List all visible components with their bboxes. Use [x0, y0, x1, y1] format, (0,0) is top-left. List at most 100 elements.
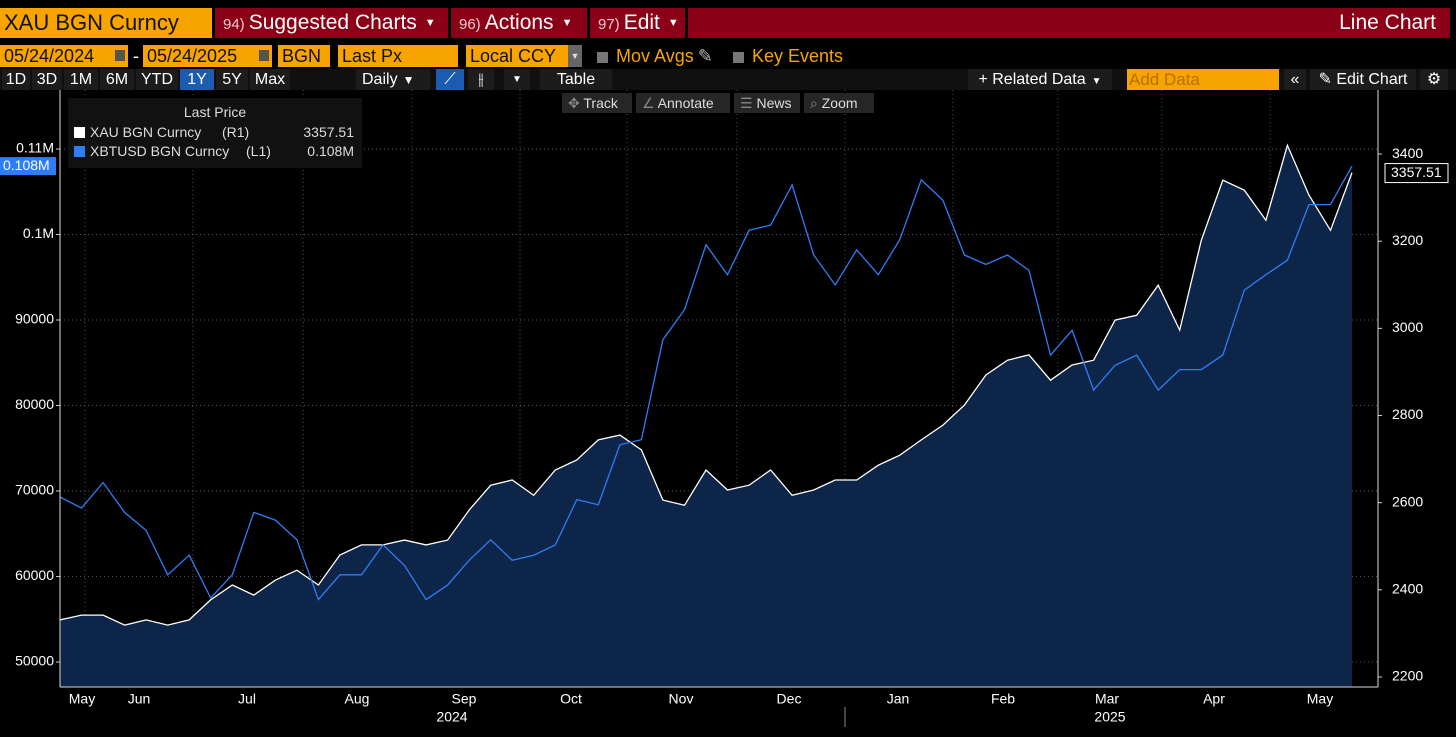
related-data-button[interactable]: + Related Data ▼ — [968, 69, 1112, 90]
x-tick-label: Sep — [452, 691, 477, 707]
legend-value: 0.108M — [307, 143, 354, 159]
legend-axis-tag: (R1) — [222, 124, 250, 140]
menu-code: 94) — [223, 16, 245, 33]
add-data-input[interactable]: Add Data — [1127, 69, 1279, 90]
menu-code: 96) — [459, 16, 481, 33]
plus-icon: + — [978, 71, 993, 88]
collapse-button[interactable]: « — [1284, 69, 1306, 90]
x-tick-label: Apr — [1203, 691, 1225, 707]
caret: ▼ — [424, 17, 436, 30]
legend-name: XBTUSD BGN Curncy — [90, 143, 230, 159]
chart-tool-button[interactable]: ✥ Track — [562, 93, 632, 113]
x-tick-label: Jan — [887, 691, 910, 707]
y2-tick-label: 2800 — [1392, 406, 1423, 422]
chart-type-dropdown[interactable]: ▼ — [504, 69, 530, 90]
menu-actions[interactable]: 96) Actions ▼ — [451, 8, 587, 38]
menu-label: Suggested Charts — [248, 11, 417, 34]
tool-icon: ☰ — [740, 95, 757, 111]
edit-chart-label: Edit Chart — [1336, 71, 1408, 88]
frequency-button[interactable]: Daily ▼ — [356, 69, 430, 90]
y2-tick-label: 3000 — [1392, 319, 1423, 335]
x-tick-label: Dec — [777, 691, 802, 707]
period-button[interactable]: 1Y — [180, 69, 214, 90]
y-tick-label: 0.11M — [16, 140, 54, 156]
x-tick-label: May — [1307, 691, 1333, 707]
frequency-label: Daily — [362, 71, 398, 88]
period-button[interactable]: Max — [250, 69, 290, 90]
edit-chart-button[interactable]: ✎ Edit Chart — [1310, 69, 1416, 90]
date-dash: - — [133, 46, 139, 66]
tool-label: Track — [583, 95, 618, 111]
series-area — [60, 145, 1352, 688]
x-tick-label: Oct — [560, 691, 582, 707]
end-date[interactable]: 05/24/2025 — [143, 45, 272, 67]
last-value-label: 0.108M — [3, 157, 50, 173]
legend-swatch — [74, 127, 85, 138]
caret: ▼ — [1091, 76, 1102, 87]
related-label: Related Data — [992, 71, 1086, 88]
pencil-icon: ✎ — [1318, 71, 1337, 88]
last-value-label: 3357.51 — [1391, 164, 1442, 180]
key-events-option[interactable]: Key Events — [733, 45, 843, 67]
y2-tick-label: 2200 — [1392, 668, 1423, 684]
y2-tick-label: 3200 — [1392, 232, 1423, 248]
chart-kind-label: Line Chart — [1339, 11, 1436, 34]
series-line — [59, 165, 1353, 601]
menu-edit[interactable]: 97) Edit ▼ — [590, 8, 685, 38]
x-tick-label: Aug — [345, 691, 370, 707]
x-tick-label: Jul — [238, 691, 256, 707]
tool-label: News — [756, 95, 792, 111]
chart-tool-button[interactable]: ☰ News — [734, 93, 800, 113]
end-date-text: 05/24/2025 — [147, 46, 238, 66]
x-tick-label: Feb — [991, 691, 1015, 707]
y-tick-label: 0.1M — [23, 225, 54, 241]
mov-avgs-option[interactable]: Mov Avgs ✎ — [597, 45, 713, 67]
legend-swatch — [74, 146, 85, 157]
caret: ▼ — [561, 17, 573, 30]
x-tick-label: May — [69, 691, 95, 707]
caret: ▼ — [402, 73, 415, 87]
period-button[interactable]: YTD — [136, 69, 178, 90]
dropdown-icon: ▼ — [568, 45, 582, 67]
y-tick-label: 80000 — [15, 396, 54, 412]
y-tick-label: 70000 — [15, 482, 54, 498]
bar-icon-button[interactable]: ⫲ — [468, 69, 494, 90]
last-value-tag — [1384, 163, 1449, 184]
calendar-icon — [259, 50, 269, 61]
period-button[interactable]: 5Y — [216, 69, 248, 90]
period-button[interactable]: 3D — [32, 69, 62, 90]
chart-tool-button[interactable]: ⌕ Zoom — [804, 93, 874, 113]
caret: ▼ — [667, 17, 679, 30]
tool-icon: ∠ — [642, 95, 658, 111]
y-tick-label: 90000 — [15, 311, 54, 327]
period-button[interactable]: 6M — [100, 69, 134, 90]
menu-label: Edit — [623, 11, 660, 34]
x-tick-label: Jun — [128, 691, 151, 707]
currency-text: Local CCY — [470, 46, 557, 66]
source-field[interactable]: BGN — [278, 45, 330, 67]
legend-title: Last Price — [183, 104, 247, 120]
table-button[interactable]: Table — [540, 69, 612, 90]
security-field[interactable]: XAU BGN Curncy — [0, 8, 212, 38]
currency-field[interactable]: Local CCY ▼ — [466, 45, 582, 67]
legend: Last Price XAU BGN Curncy (R1) 3357.51 XBTU… — [68, 98, 362, 168]
menu-suggested-charts[interactable]: 94) Suggested Charts ▼ — [215, 8, 448, 38]
period-button[interactable]: 1D — [2, 69, 30, 90]
calendar-icon — [115, 50, 125, 61]
period-button[interactable]: 1M — [64, 69, 98, 90]
price-field[interactable]: Last Px — [338, 45, 458, 67]
tool-label: Zoom — [821, 95, 858, 111]
settings-button[interactable]: ⚙ — [1420, 69, 1448, 90]
line-icon-button[interactable]: ⟋ — [436, 69, 464, 90]
chart-tool-button[interactable]: ∠ Annotate — [636, 93, 730, 113]
x-year-label: 2024 — [436, 709, 467, 725]
x-year-label: 2025 — [1094, 709, 1125, 725]
menu-code: 97) — [598, 16, 620, 33]
start-date[interactable]: 05/24/2024 — [0, 45, 128, 67]
chart-kind: Line Chart — [688, 8, 1450, 38]
tool-label: Annotate — [657, 95, 714, 111]
series-line — [59, 143, 1353, 626]
x-tick-label: Mar — [1095, 691, 1119, 707]
